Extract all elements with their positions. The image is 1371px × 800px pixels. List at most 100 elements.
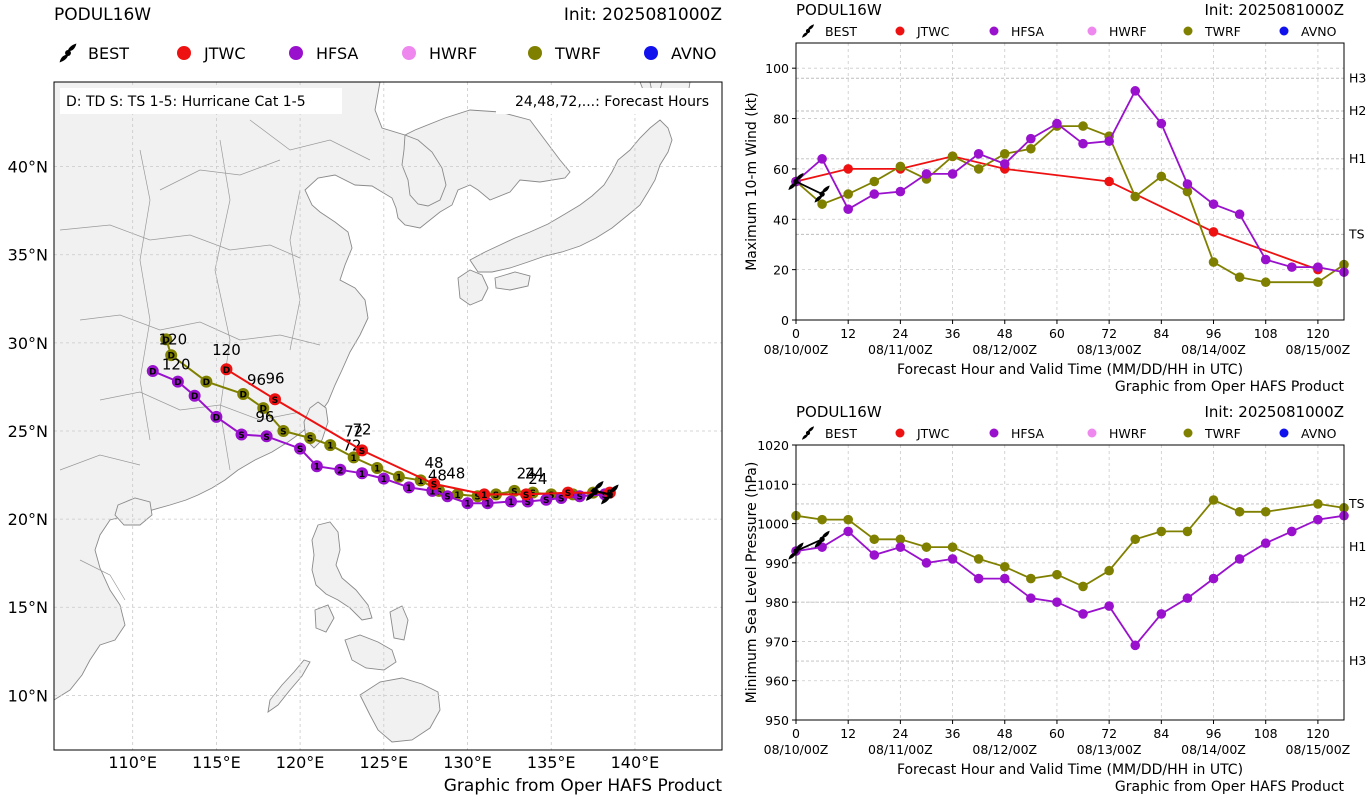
track-twrf-point — [165, 349, 178, 362]
track-jtwc-point — [428, 477, 441, 490]
track-twrf-category: 1 — [418, 477, 424, 487]
track-jtwc-line — [225, 368, 610, 496]
map-info-right: 24,48,72,...: Forecast Hours — [515, 94, 709, 110]
series-twrf-point — [999, 561, 1010, 572]
track-hfsa-hour-label: 24 — [528, 470, 547, 488]
track-jtwc-point — [220, 363, 233, 376]
panel-plot-area — [796, 43, 1344, 320]
series-hfsa-point — [1156, 118, 1167, 129]
legend-twrf-label: TWRF — [554, 44, 601, 63]
map-lat-tick: 35°N — [8, 246, 48, 265]
series-twrf-point — [1234, 506, 1245, 517]
series-twrf-point — [1130, 534, 1141, 545]
panel-date-tick-label: 08/14/00Z — [1181, 742, 1246, 757]
map-init-title: Init: 2025081000Z — [564, 5, 722, 25]
series-hfsa-point — [1287, 526, 1297, 537]
panel-legend-hfsa-marker — [989, 26, 999, 36]
series-hfsa-point — [843, 526, 853, 537]
track-hfsa-category: 1 — [406, 484, 412, 494]
panel-x-tick-label: 12 — [840, 726, 856, 741]
series-twrf-point — [817, 199, 827, 209]
series-hfsa-point — [1313, 262, 1323, 272]
series-twrf-point — [1313, 277, 1323, 288]
track-jtwc-category: 1 — [481, 491, 487, 501]
track-twrf-category: S — [474, 493, 480, 503]
series-twrf-point — [1156, 171, 1167, 182]
series-hfsa-point — [1104, 601, 1114, 611]
panel-date-tick-label: 08/11/00Z — [868, 342, 933, 357]
map-lon-tick: 115°E — [192, 753, 241, 772]
panel-init-title: Init: 2025081000Z — [1204, 403, 1344, 421]
map-lat-tick: 10°N — [8, 686, 48, 705]
track-hfsa-category: 1 — [359, 470, 365, 480]
track-hfsa-point — [294, 442, 307, 455]
japan-shikoku — [494, 271, 531, 291]
panel-x-tick-label: 72 — [1101, 326, 1117, 341]
panel-threshold-label: TS — [1348, 496, 1365, 511]
panel-y-tick-label: 0 — [781, 313, 789, 328]
series-twrf-point — [1182, 186, 1193, 197]
asia-mainland — [54, 82, 571, 701]
track-twrf-category: S — [511, 487, 517, 497]
series-hfsa-line — [795, 514, 1345, 647]
series-hfsa-point — [1234, 554, 1245, 564]
track-twrf-point — [324, 439, 337, 452]
series-twrf-point — [1104, 565, 1114, 576]
track-twrf-category: D — [162, 336, 169, 346]
track-hfsa-point — [356, 467, 369, 480]
track-hfsa-category: 1 — [464, 500, 470, 510]
series-twrf-point — [1313, 499, 1323, 509]
legend-hfsa-marker — [289, 46, 303, 60]
legend-hfsa-label: HFSA — [316, 44, 358, 63]
luzon — [311, 521, 373, 621]
panel-x-tick-label: 0 — [792, 326, 800, 341]
series-twrf-point — [1234, 272, 1245, 282]
panel-x-tick-label: 96 — [1206, 726, 1222, 741]
track-hfsa-category: S — [525, 498, 531, 508]
panel-threshold-label: H3 — [1349, 653, 1366, 668]
track-hfsa-hour-label: 120 — [162, 355, 191, 373]
track-jtwc-hour-label: 120 — [212, 341, 241, 359]
series-twrf-point — [1078, 121, 1088, 131]
panel-legend-hwrf-marker — [1087, 26, 1097, 36]
map-lat-tick: 40°N — [8, 158, 48, 177]
series-twrf-point — [869, 176, 880, 187]
series-hfsa-point — [1208, 199, 1219, 209]
series-twrf-point — [895, 534, 906, 545]
track-hfsa-point — [377, 472, 390, 485]
panel-x-tick-label: 24 — [892, 726, 908, 741]
track-twrf-hour-label: 24 — [525, 465, 544, 483]
panel-y-axis-label: Maximum 10-m Wind (kt) — [744, 92, 760, 271]
panel-date-tick-label: 08/13/00Z — [1077, 342, 1142, 357]
legend-avno-marker — [644, 46, 658, 60]
panel-legend-best-icon — [802, 426, 814, 440]
legend-best-icon — [59, 43, 77, 63]
panel-x-tick-label: 36 — [945, 726, 961, 741]
track-hfsa-point — [310, 460, 323, 473]
series-twrf-point — [1182, 526, 1193, 537]
series-hfsa-point — [869, 189, 880, 199]
series-hfsa-point — [1234, 209, 1245, 220]
map-lat-tick: 15°N — [8, 598, 48, 617]
track-hfsa-point — [210, 410, 223, 423]
panel-date-tick-label: 08/15/00Z — [1286, 742, 1351, 757]
panel-date-tick-label: 08/12/00Z — [972, 742, 1037, 757]
series-hfsa-point — [895, 186, 906, 197]
series-best-line — [795, 180, 823, 195]
panel-threshold-label: H3 — [1349, 70, 1366, 85]
track-hfsa-point — [505, 495, 518, 508]
panel-x-tick-label: 60 — [1049, 326, 1065, 341]
series-hfsa-point — [999, 159, 1010, 169]
track-hfsa-point — [461, 497, 474, 510]
series-hfsa-point — [947, 169, 958, 179]
track-hfsa-category: D — [174, 378, 181, 388]
series-hfsa-point — [843, 204, 853, 214]
track-jtwc-category: S — [431, 480, 437, 490]
track-hfsa-category: 1 — [484, 500, 490, 510]
legend-jtwc-label: JTWC — [203, 44, 245, 63]
track-twrf-category: S — [280, 427, 286, 437]
panel-date-tick-label: 08/14/00Z — [1181, 342, 1246, 357]
map-info-left: D: TD S: TS 1-5: Hurricane Cat 1-5 — [66, 94, 306, 110]
track-twrf-point — [371, 461, 384, 474]
series-hfsa-point — [1104, 136, 1114, 147]
